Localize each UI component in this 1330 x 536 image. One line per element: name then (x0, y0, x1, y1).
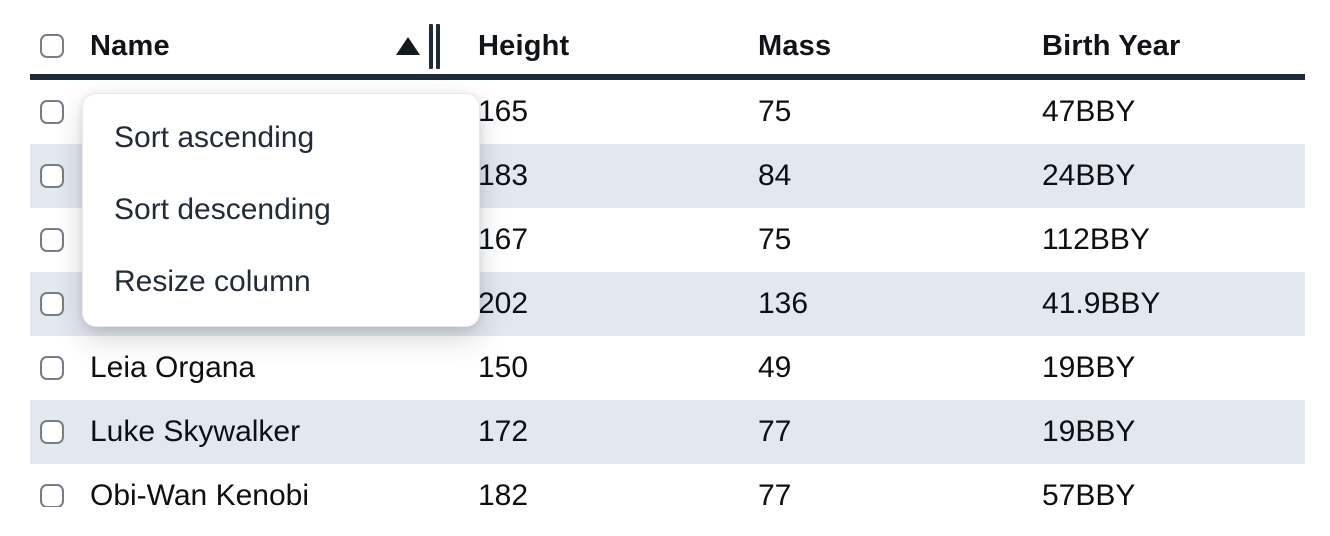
cell-height: 183 (478, 159, 529, 192)
cell-height: 172 (478, 415, 529, 448)
cell-birth-year: 47BBY (1042, 95, 1136, 128)
row-checkbox[interactable] (40, 420, 64, 444)
row-checkbox-cell (30, 420, 78, 444)
column-header-mass[interactable]: Mass (758, 29, 832, 62)
cell-height: 150 (478, 351, 529, 384)
row-checkbox[interactable] (40, 100, 64, 124)
cell-mass: 75 (758, 223, 792, 256)
cell-birth-year: 19BBY (1042, 415, 1136, 448)
cell-name: Leia Organa (90, 351, 256, 384)
row-checkbox-cell (30, 100, 78, 124)
table-row: 165 75 47BBY (30, 80, 1305, 144)
column-resize-handle[interactable] (429, 23, 440, 69)
cell-mass: 77 (758, 479, 792, 507)
cell-birth-year: 41.9BBY (1042, 287, 1161, 320)
table-header-row: Name Height Mass Birth Year (30, 0, 1305, 80)
column-header-birth-year[interactable]: Birth Year (1042, 29, 1181, 62)
cell-mass: 49 (758, 351, 792, 384)
row-checkbox-cell (30, 356, 78, 380)
cell-height: 167 (478, 223, 529, 256)
table-row: 167 75 112BBY (30, 208, 1305, 272)
menu-item-sort-descending[interactable]: Sort descending (114, 193, 331, 226)
column-header-height[interactable]: Height (478, 29, 570, 62)
cell-mass: 75 (758, 95, 792, 128)
cell-name: Luke Skywalker (90, 415, 301, 448)
row-checkbox-cell (30, 164, 78, 188)
menu-item-sort-ascending[interactable]: Sort ascending (114, 121, 315, 154)
cell-height: 165 (478, 95, 529, 128)
table-body: 165 75 47BBY 183 84 24BBY 167 75 112BBY 202 136 41.… (30, 80, 1305, 507)
row-checkbox-cell (30, 292, 78, 316)
row-checkbox[interactable] (40, 164, 64, 188)
column-header-name-label: Name (90, 29, 170, 62)
row-checkbox[interactable] (40, 484, 64, 507)
row-checkbox[interactable] (40, 228, 64, 252)
cell-birth-year: 24BBY (1042, 159, 1136, 192)
table-row: Luke Skywalker 172 77 19BBY (30, 400, 1305, 464)
cell-birth-year: 57BBY (1042, 479, 1136, 507)
cell-height: 182 (478, 479, 529, 507)
row-checkbox[interactable] (40, 356, 64, 380)
row-checkbox-cell (30, 228, 78, 252)
cell-mass: 84 (758, 159, 792, 192)
cell-birth-year: 19BBY (1042, 351, 1136, 384)
row-checkbox-cell (30, 484, 78, 507)
table-row: Obi-Wan Kenobi 182 77 57BBY (30, 464, 1305, 507)
cell-birth-year: 112BBY (1042, 223, 1150, 256)
row-checkbox[interactable] (40, 292, 64, 316)
menu-item-resize-column[interactable]: Resize column (114, 265, 311, 298)
header-checkbox-cell (30, 34, 78, 58)
sort-ascending-triangle-icon[interactable] (396, 37, 420, 55)
column-header-name[interactable]: Name (78, 23, 460, 69)
select-all-checkbox[interactable] (40, 34, 64, 58)
cell-mass: 136 (758, 287, 809, 320)
table-row: Leia Organa 150 49 19BBY (30, 336, 1305, 400)
cell-name: Obi-Wan Kenobi (90, 479, 309, 507)
column-context-menu: Sort ascending Sort descending Resize co… (82, 93, 480, 327)
cell-mass: 77 (758, 415, 792, 448)
cell-height: 202 (478, 287, 529, 320)
